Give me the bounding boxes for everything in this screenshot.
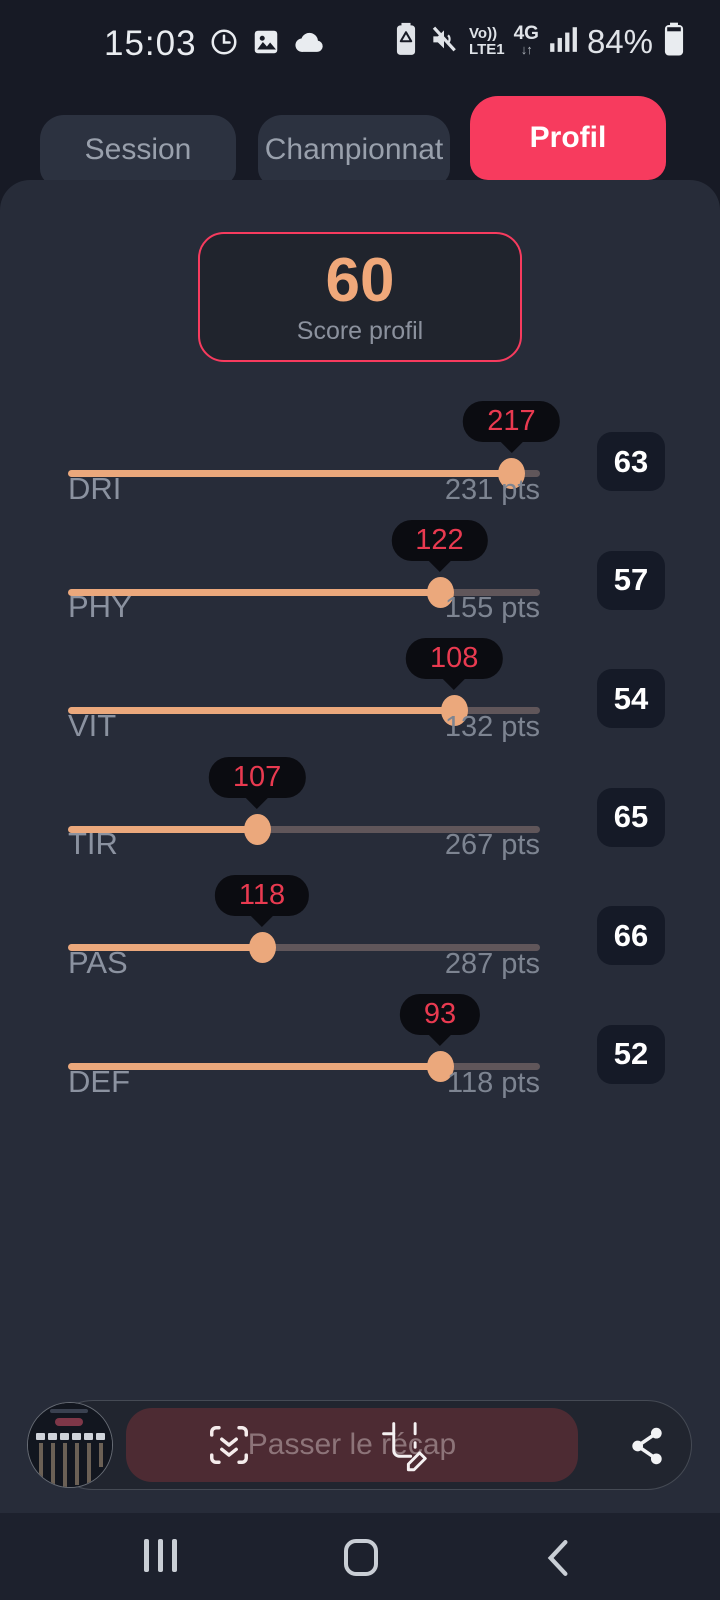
battery-saver-icon [393, 22, 419, 61]
tab-session[interactable]: Session [40, 115, 236, 185]
profile-score-value: 60 [325, 245, 395, 315]
stat-slider-track[interactable] [68, 1050, 540, 1082]
stat-rating-box: 52 [597, 1024, 665, 1084]
stat-value-tooltip: 93 [399, 993, 481, 1035]
stat-rating-box: 66 [597, 906, 665, 966]
stat-row: 108 VIT 132 pts [68, 627, 540, 746]
stat-label: VIT [68, 707, 117, 743]
stat-tooltip-value: 118 [238, 879, 286, 912]
stat-slider-track[interactable] [68, 695, 540, 727]
tab-bar: Session Championnat Profil [0, 0, 720, 185]
stat-rating-box: 65 [597, 787, 665, 847]
stat-label: PAS [68, 944, 128, 980]
stat-label: DEF [68, 1063, 130, 1099]
profil-panel: 60 Score profil 217 DRI 231 pts 122 PHY … [0, 180, 720, 1600]
profile-score-label: Score profil [296, 316, 424, 345]
screenshot-toolbar: Passer le récap [27, 1400, 692, 1490]
scroll-capture-icon [206, 1422, 252, 1473]
tab-championnat[interactable]: Championnat [258, 115, 450, 185]
stat-row: 118 PAS 287 pts [68, 864, 540, 983]
stat-tooltip-value: 107 [232, 760, 282, 793]
stat-label: DRI [68, 470, 122, 506]
stat-tooltip-value: 93 [423, 997, 457, 1030]
tab-profil[interactable]: Profil [470, 96, 666, 180]
stat-row: 122 PHY 155 pts [68, 509, 540, 628]
stat-label: PHY [68, 589, 132, 625]
stat-value-tooltip: 122 [391, 519, 488, 561]
stat-rating-box: 54 [597, 669, 665, 729]
network-type-indicator: 4G ↓↑ [513, 22, 539, 57]
battery-icon [662, 22, 686, 61]
stat-max-points: 118 pts [447, 1066, 540, 1099]
ratings-column: 63 57 54 65 66 52 [597, 390, 665, 1084]
stat-max-points: 155 pts [444, 592, 540, 625]
stat-tooltip-value: 122 [415, 523, 464, 556]
stat-slider-thumb[interactable] [426, 1050, 454, 1082]
status-time: 15:03 [104, 24, 197, 63]
stat-value-tooltip: 107 [208, 756, 306, 798]
share-icon[interactable] [627, 1425, 667, 1472]
stat-row: 217 DRI 231 pts [68, 390, 560, 509]
signal-strength-icon [548, 23, 578, 60]
screenshot-thumbnail[interactable] [27, 1402, 113, 1488]
clock-icon [209, 27, 239, 62]
stat-rating-box: 57 [597, 550, 665, 610]
recents-button[interactable] [144, 1539, 177, 1572]
stat-slider-track[interactable] [68, 813, 540, 845]
stats-list: 217 DRI 231 pts 122 PHY 155 pts 108 VIT … [68, 390, 560, 1102]
profile-score-card: 60 Score profil [198, 232, 522, 362]
battery-percent: 84% [586, 22, 653, 60]
stat-slider-track[interactable] [68, 458, 540, 489]
stat-slider-thumb[interactable] [426, 576, 454, 608]
stat-value-tooltip: 118 [214, 875, 310, 917]
stat-row: 93 DEF 118 pts [68, 983, 540, 1102]
stat-slider-thumb[interactable] [441, 695, 469, 727]
stat-max-points: 132 pts [444, 710, 540, 743]
navigation-bar [0, 1513, 720, 1600]
status-bar: 15:03 Vo)) LTE1 4G ↓↑ [0, 0, 720, 90]
stat-tooltip-value: 108 [429, 642, 479, 675]
stat-value-tooltip: 217 [463, 401, 560, 442]
stat-slider-thumb[interactable] [498, 458, 526, 489]
stat-slider-thumb[interactable] [249, 932, 277, 964]
stat-row: 107 TIR 267 pts [68, 746, 540, 865]
volte-indicator: Vo)) LTE1 [469, 24, 505, 58]
stat-value-tooltip: 108 [405, 638, 503, 680]
stat-tooltip-value: 217 [487, 405, 536, 437]
scroll-capture-button[interactable]: Passer le récap [126, 1408, 578, 1482]
stat-slider-thumb[interactable] [244, 813, 272, 845]
stat-slider-track[interactable] [68, 576, 540, 608]
stat-label: TIR [68, 826, 118, 862]
stat-max-points: 267 pts [444, 829, 540, 862]
back-button[interactable] [541, 1539, 575, 1582]
edit-screenshot-icon[interactable] [378, 1418, 432, 1477]
mute-icon [428, 23, 460, 60]
home-button[interactable] [343, 1539, 381, 1582]
stat-slider-track[interactable] [68, 932, 540, 964]
stat-rating-box: 63 [597, 432, 665, 491]
gallery-icon [251, 27, 281, 62]
stat-max-points: 231 pts [444, 473, 540, 506]
cloud-icon [293, 27, 327, 62]
stat-max-points: 287 pts [444, 947, 540, 980]
